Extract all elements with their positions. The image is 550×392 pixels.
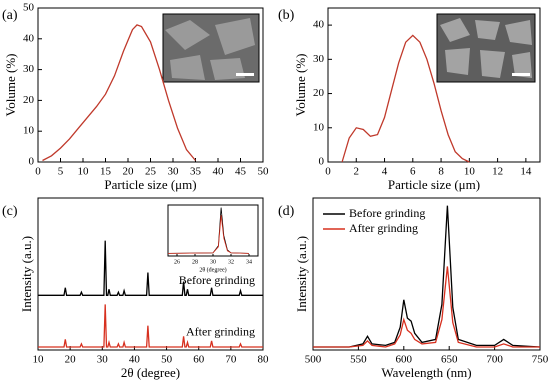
x-tick-label: 0 [35,166,41,178]
y-tick-label: 10 [313,121,325,133]
x-tick-label: 40 [213,166,225,178]
sem-inset-a [162,13,260,83]
x-tick-label: 4 [382,166,388,178]
legend-label: Before grinding [349,206,425,220]
data-line [313,205,541,348]
x-tick-label: 8 [438,166,444,178]
x-tick-label: 32 [228,259,234,265]
plot-frame [312,197,541,351]
y-axis-title: Intensity (a.u.) [294,236,309,312]
x-axis-title: Particle size (μm) [104,177,196,192]
y-axis-title: Intensity (a.u.) [19,236,34,312]
x-tick-label: 700 [486,354,503,366]
y-tick-label: 0 [319,156,325,168]
x-tick-label: 0 [325,166,331,178]
x-tick-label: 10 [78,166,90,178]
data-line [167,207,250,254]
x-tick-label: 15 [100,166,112,178]
x-tick-label: 50 [258,166,270,178]
x-tick-label: 20 [65,354,77,366]
x-axis-title: Particle size (μm) [388,177,480,192]
x-tick-label: 550 [350,354,367,366]
x-tick-label: 25 [145,166,157,178]
x-tick-label: 500 [305,354,322,366]
y-axis-title: Volume (%) [3,54,18,117]
y-tick-label: 30 [313,53,325,65]
x-tick-label: 10 [464,166,476,178]
x-axis-title: 2θ (degree) [121,365,180,380]
x-tick-label: 30 [97,354,109,366]
x-tick-label: 30 [168,166,180,178]
x-tick-label: 20 [123,166,135,178]
panel-label: (a) [2,8,18,23]
y-tick-label: 40 [23,32,35,44]
x-tick-label: 12 [492,166,503,178]
legend-label: After grinding [349,221,418,235]
data-line [167,215,250,254]
y-axis-title: Volume (%) [293,54,308,117]
x-tick-label: 2 [354,166,360,178]
y-tick-label: 20 [23,94,35,106]
y-tick-label: 50 [23,2,35,14]
y-tick-label: 30 [23,63,35,75]
data-line [38,240,263,296]
x-tick-label: 600 [396,354,413,366]
y-tick-label: 0 [29,156,35,168]
series-label: Before grinding [179,273,255,287]
x-tick-label: 6 [410,166,416,178]
x-tick-label: 45 [235,166,247,178]
y-tick-label: 40 [313,19,325,31]
x-axis-title: 2θ (degree) [199,266,226,273]
x-tick-label: 50 [161,354,173,366]
panel-label: (c) [2,204,18,219]
x-tick-label: 80 [258,354,270,366]
x-tick-label: 35 [190,166,202,178]
series-label: After grinding [186,325,255,339]
data-line [42,24,196,162]
plot-frame [167,204,259,257]
plot-frame [327,7,541,163]
data-line [38,304,263,348]
x-tick-label: 28 [192,259,198,265]
x-axis-title: Wavelength (nm) [381,365,471,380]
x-tick-label: 60 [193,354,205,366]
data-line [313,266,540,348]
y-tick-label: 10 [23,125,35,137]
x-tick-label: 14 [520,166,532,178]
data-line [341,34,470,163]
x-tick-label: 10 [33,354,45,366]
x-tick-label: 40 [129,354,141,366]
sem-inset-b [436,13,536,83]
plot-frame [37,197,264,351]
x-tick-label: 650 [441,354,458,366]
x-tick-label: 5 [58,166,64,178]
x-tick-label: 34 [246,259,252,265]
panel-label: (d) [278,204,295,219]
x-tick-label: 70 [225,354,237,366]
x-tick-label: 30 [210,259,216,265]
x-tick-label: 26 [174,259,180,265]
panel-label: (b) [278,8,295,23]
y-tick-label: 20 [313,87,325,99]
x-tick-label: 750 [532,354,549,366]
